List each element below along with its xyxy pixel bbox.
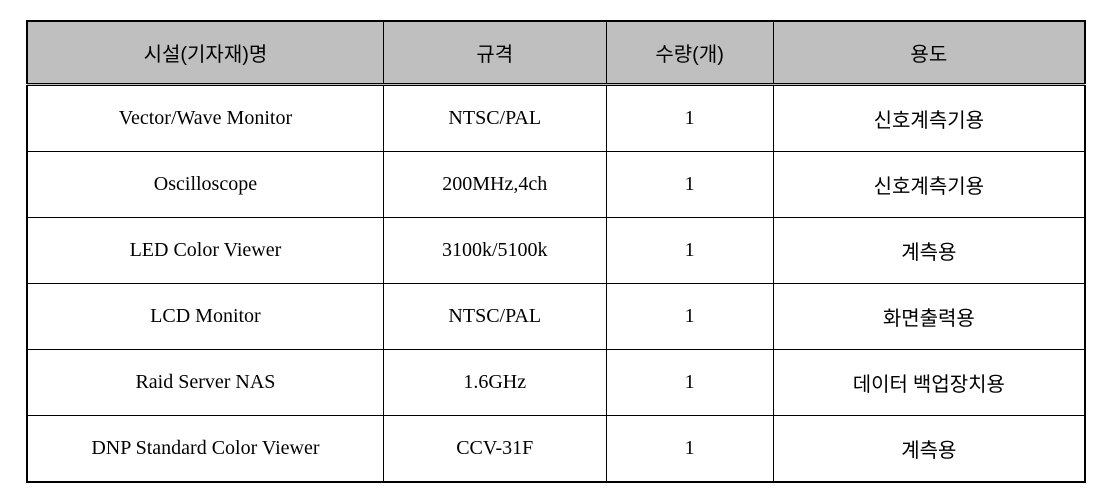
cell-use: 신호계측기용 xyxy=(773,152,1085,218)
cell-use: 데이터 백업장치용 xyxy=(773,350,1085,416)
cell-qty: 1 xyxy=(606,284,773,350)
cell-spec: NTSC/PAL xyxy=(383,284,606,350)
table-row: Vector/Wave Monitor NTSC/PAL 1 신호계측기용 xyxy=(27,85,1085,152)
table-row: DNP Standard Color Viewer CCV-31F 1 계측용 xyxy=(27,416,1085,483)
header-spec: 규격 xyxy=(383,21,606,85)
header-row: 시설(기자재)명 규격 수량(개) 용도 xyxy=(27,21,1085,85)
cell-qty: 1 xyxy=(606,416,773,483)
cell-spec: 200MHz,4ch xyxy=(383,152,606,218)
table-row: LED Color Viewer 3100k/5100k 1 계측용 xyxy=(27,218,1085,284)
table-row: Oscilloscope 200MHz,4ch 1 신호계측기용 xyxy=(27,152,1085,218)
equipment-table-container: 시설(기자재)명 규격 수량(개) 용도 Vector/Wave Monitor… xyxy=(26,20,1086,483)
header-use: 용도 xyxy=(773,21,1085,85)
table-header: 시설(기자재)명 규격 수량(개) 용도 xyxy=(27,21,1085,85)
cell-qty: 1 xyxy=(606,350,773,416)
cell-name: Vector/Wave Monitor xyxy=(27,85,383,152)
cell-spec: CCV-31F xyxy=(383,416,606,483)
cell-name: Oscilloscope xyxy=(27,152,383,218)
cell-use: 계측용 xyxy=(773,416,1085,483)
cell-qty: 1 xyxy=(606,85,773,152)
cell-spec: 3100k/5100k xyxy=(383,218,606,284)
cell-qty: 1 xyxy=(606,218,773,284)
table-body: Vector/Wave Monitor NTSC/PAL 1 신호계측기용 Os… xyxy=(27,85,1085,483)
cell-name: Raid Server NAS xyxy=(27,350,383,416)
cell-name: DNP Standard Color Viewer xyxy=(27,416,383,483)
table-row: LCD Monitor NTSC/PAL 1 화면출력용 xyxy=(27,284,1085,350)
cell-use: 계측용 xyxy=(773,218,1085,284)
equipment-table: 시설(기자재)명 규격 수량(개) 용도 Vector/Wave Monitor… xyxy=(26,20,1086,483)
header-qty: 수량(개) xyxy=(606,21,773,85)
header-name: 시설(기자재)명 xyxy=(27,21,383,85)
cell-use: 화면출력용 xyxy=(773,284,1085,350)
cell-spec: NTSC/PAL xyxy=(383,85,606,152)
table-row: Raid Server NAS 1.6GHz 1 데이터 백업장치용 xyxy=(27,350,1085,416)
cell-qty: 1 xyxy=(606,152,773,218)
cell-name: LED Color Viewer xyxy=(27,218,383,284)
cell-use: 신호계측기용 xyxy=(773,85,1085,152)
cell-name: LCD Monitor xyxy=(27,284,383,350)
cell-spec: 1.6GHz xyxy=(383,350,606,416)
